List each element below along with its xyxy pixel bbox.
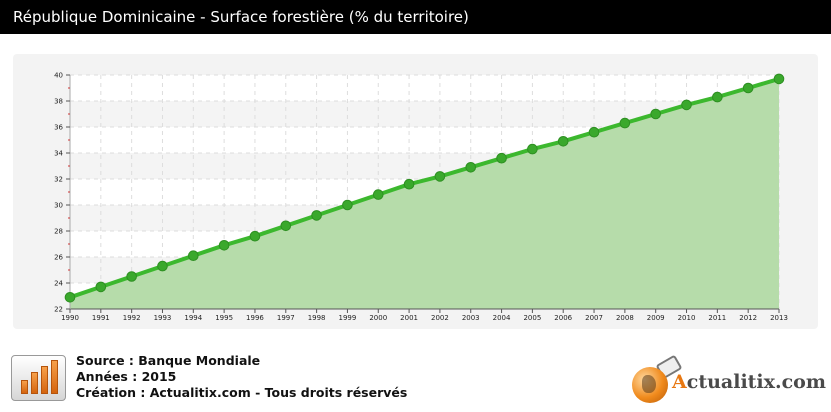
y-tick-label: 38 [54, 98, 63, 106]
x-tick-labels: 1990 1991 1992 1993 1994 1995 1996 1997 1998 1999… [61, 309, 788, 322]
data-point[interactable] [311, 210, 322, 221]
x-tick-label: 1994 [184, 314, 202, 322]
x-tick-label: 2003 [462, 314, 480, 322]
data-point[interactable] [434, 171, 446, 182]
logo-text: Actualitix.com [672, 371, 826, 393]
footer-info: Source : Banque Mondiale Années : 2015 C… [76, 353, 407, 401]
x-tick-label: 2002 [431, 314, 449, 322]
data-point[interactable] [157, 260, 168, 272]
footer-source: Source : Banque Mondiale [76, 353, 261, 368]
x-tick-label: 2000 [369, 314, 387, 322]
y-tick-label: 24 [54, 280, 63, 288]
data-point[interactable] [742, 82, 754, 94]
data-point[interactable] [372, 189, 384, 200]
x-tick-label: 2001 [400, 314, 418, 322]
x-tick-label: 2007 [585, 314, 603, 322]
data-point[interactable] [249, 230, 261, 242]
data-point[interactable] [712, 91, 723, 103]
data-point[interactable] [126, 271, 137, 282]
x-tick-label: 1998 [308, 314, 326, 322]
y-tick-label: 36 [54, 124, 63, 132]
data-point[interactable] [557, 136, 569, 147]
footer-creation: Création : Actualitix.com - Tous droits … [76, 385, 408, 400]
data-point[interactable] [527, 143, 538, 155]
data-point[interactable] [342, 199, 353, 211]
data-point[interactable] [619, 117, 631, 129]
y-tick-label: 30 [54, 202, 63, 210]
y-tick-label: 22 [54, 306, 63, 314]
data-points [64, 73, 785, 303]
x-tick-label: 2004 [493, 314, 511, 322]
data-point[interactable] [403, 178, 415, 190]
x-tick-label: 2013 [770, 314, 788, 322]
y-tick-label: 28 [54, 228, 63, 236]
y-tick-labels: 22 24 26 28 30 32 34 36 38 40 [54, 72, 70, 314]
actualitix-logo[interactable]: Actualitix.com [628, 354, 828, 407]
x-tick-label: 1997 [277, 314, 295, 322]
x-tick-label: 1990 [61, 314, 79, 322]
x-tick-label: 1991 [92, 314, 110, 322]
bar-chart-icon [11, 355, 66, 401]
data-point[interactable] [218, 240, 230, 251]
x-tick-label: 1993 [154, 314, 172, 322]
y-tick-label: 34 [54, 150, 63, 158]
x-tick-label: 2011 [708, 314, 726, 322]
x-tick-label: 2012 [739, 314, 757, 322]
logo-initial: A [672, 371, 687, 393]
chart-title: République Dominicaine - Surface foresti… [0, 0, 831, 34]
data-point[interactable] [773, 73, 785, 85]
data-point[interactable] [95, 281, 107, 293]
logo-rest: ctualitix.com [686, 371, 826, 393]
data-point[interactable] [588, 126, 600, 138]
area-fill [70, 78, 779, 310]
y-tick-label: 26 [54, 254, 63, 262]
data-point[interactable] [465, 162, 477, 173]
x-tick-label: 2009 [647, 314, 665, 322]
x-tick-label: 2008 [616, 314, 634, 322]
grid-band [70, 75, 779, 101]
data-point[interactable] [188, 250, 199, 261]
x-tick-label: 1996 [246, 314, 264, 322]
x-tick-label: 2006 [554, 314, 572, 322]
y-tick-label: 40 [54, 72, 63, 80]
x-tick-label: 1999 [339, 314, 357, 322]
x-tick-label: 2005 [523, 314, 541, 322]
footer-years: Années : 2015 [76, 369, 177, 384]
data-point[interactable] [280, 220, 292, 232]
data-point[interactable] [496, 152, 507, 164]
x-tick-label: 1995 [215, 314, 233, 322]
globe-icon [632, 367, 668, 403]
x-tick-label: 1992 [123, 314, 141, 322]
x-tick-label: 2010 [678, 314, 696, 322]
data-point[interactable] [64, 292, 76, 303]
y-tick-label: 32 [54, 176, 63, 184]
data-point[interactable] [650, 108, 661, 120]
series-line [69, 76, 780, 300]
data-point[interactable] [681, 99, 692, 111]
